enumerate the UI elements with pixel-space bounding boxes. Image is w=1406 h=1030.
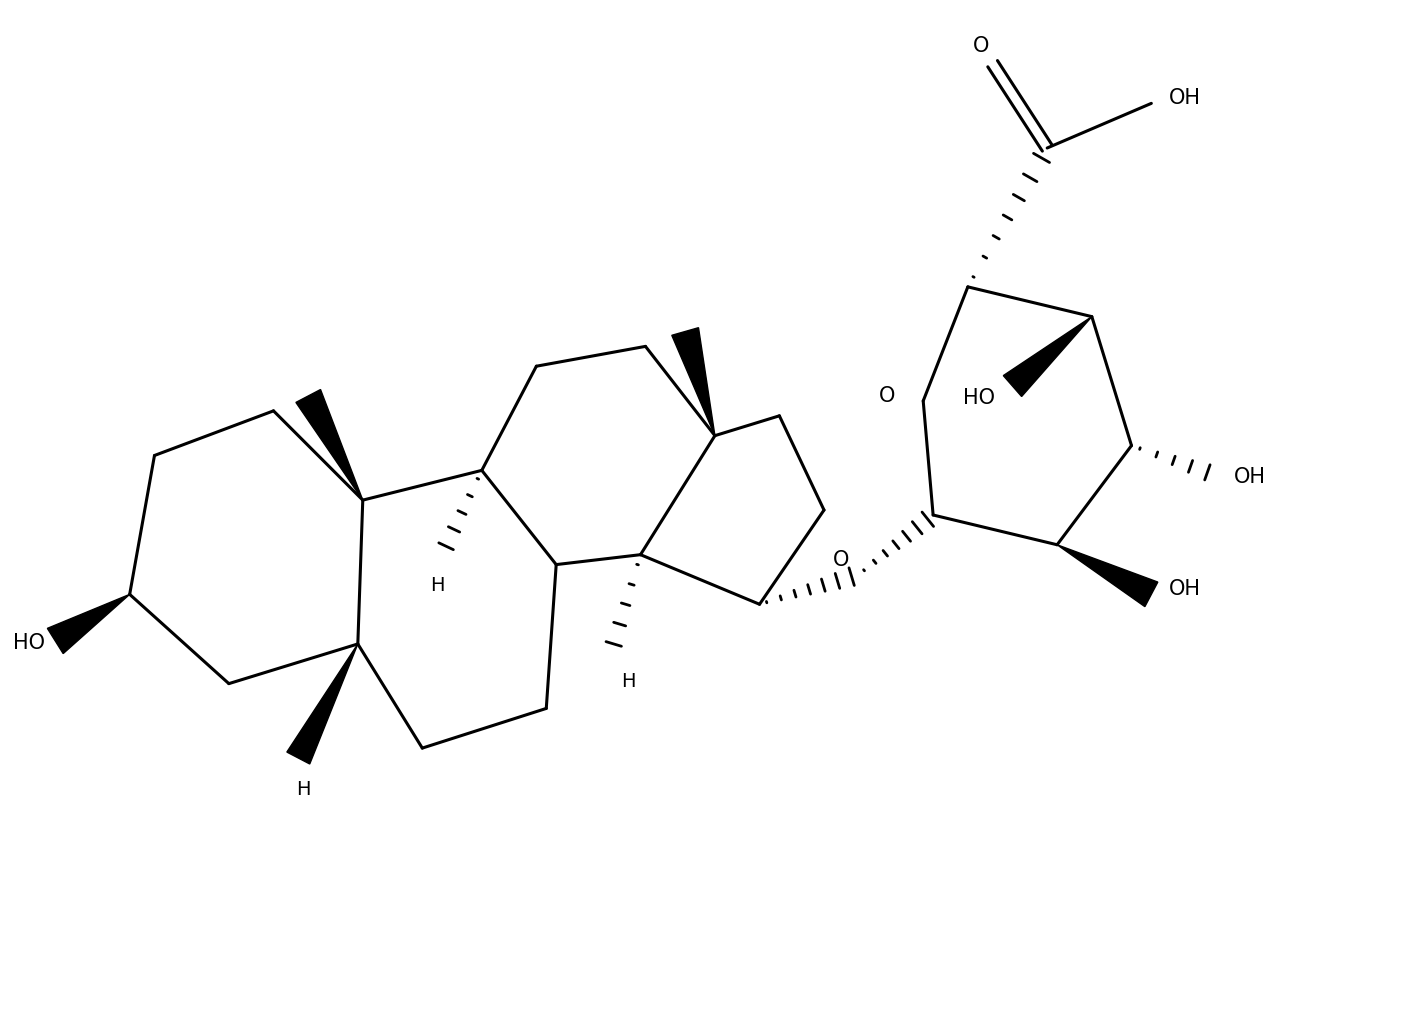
Text: HO: HO <box>963 388 994 408</box>
Text: H: H <box>621 672 636 691</box>
Text: O: O <box>832 550 849 570</box>
Polygon shape <box>48 594 129 654</box>
Text: O: O <box>973 36 988 56</box>
Text: HO: HO <box>14 633 45 653</box>
Text: OH: OH <box>1170 580 1201 599</box>
Polygon shape <box>672 328 714 436</box>
Text: H: H <box>297 780 311 799</box>
Text: O: O <box>879 386 896 406</box>
Polygon shape <box>295 389 363 501</box>
Polygon shape <box>287 644 357 764</box>
Text: OH: OH <box>1233 468 1265 487</box>
Polygon shape <box>1004 316 1092 397</box>
Text: OH: OH <box>1170 89 1201 108</box>
Text: H: H <box>430 577 444 595</box>
Polygon shape <box>1057 545 1157 607</box>
